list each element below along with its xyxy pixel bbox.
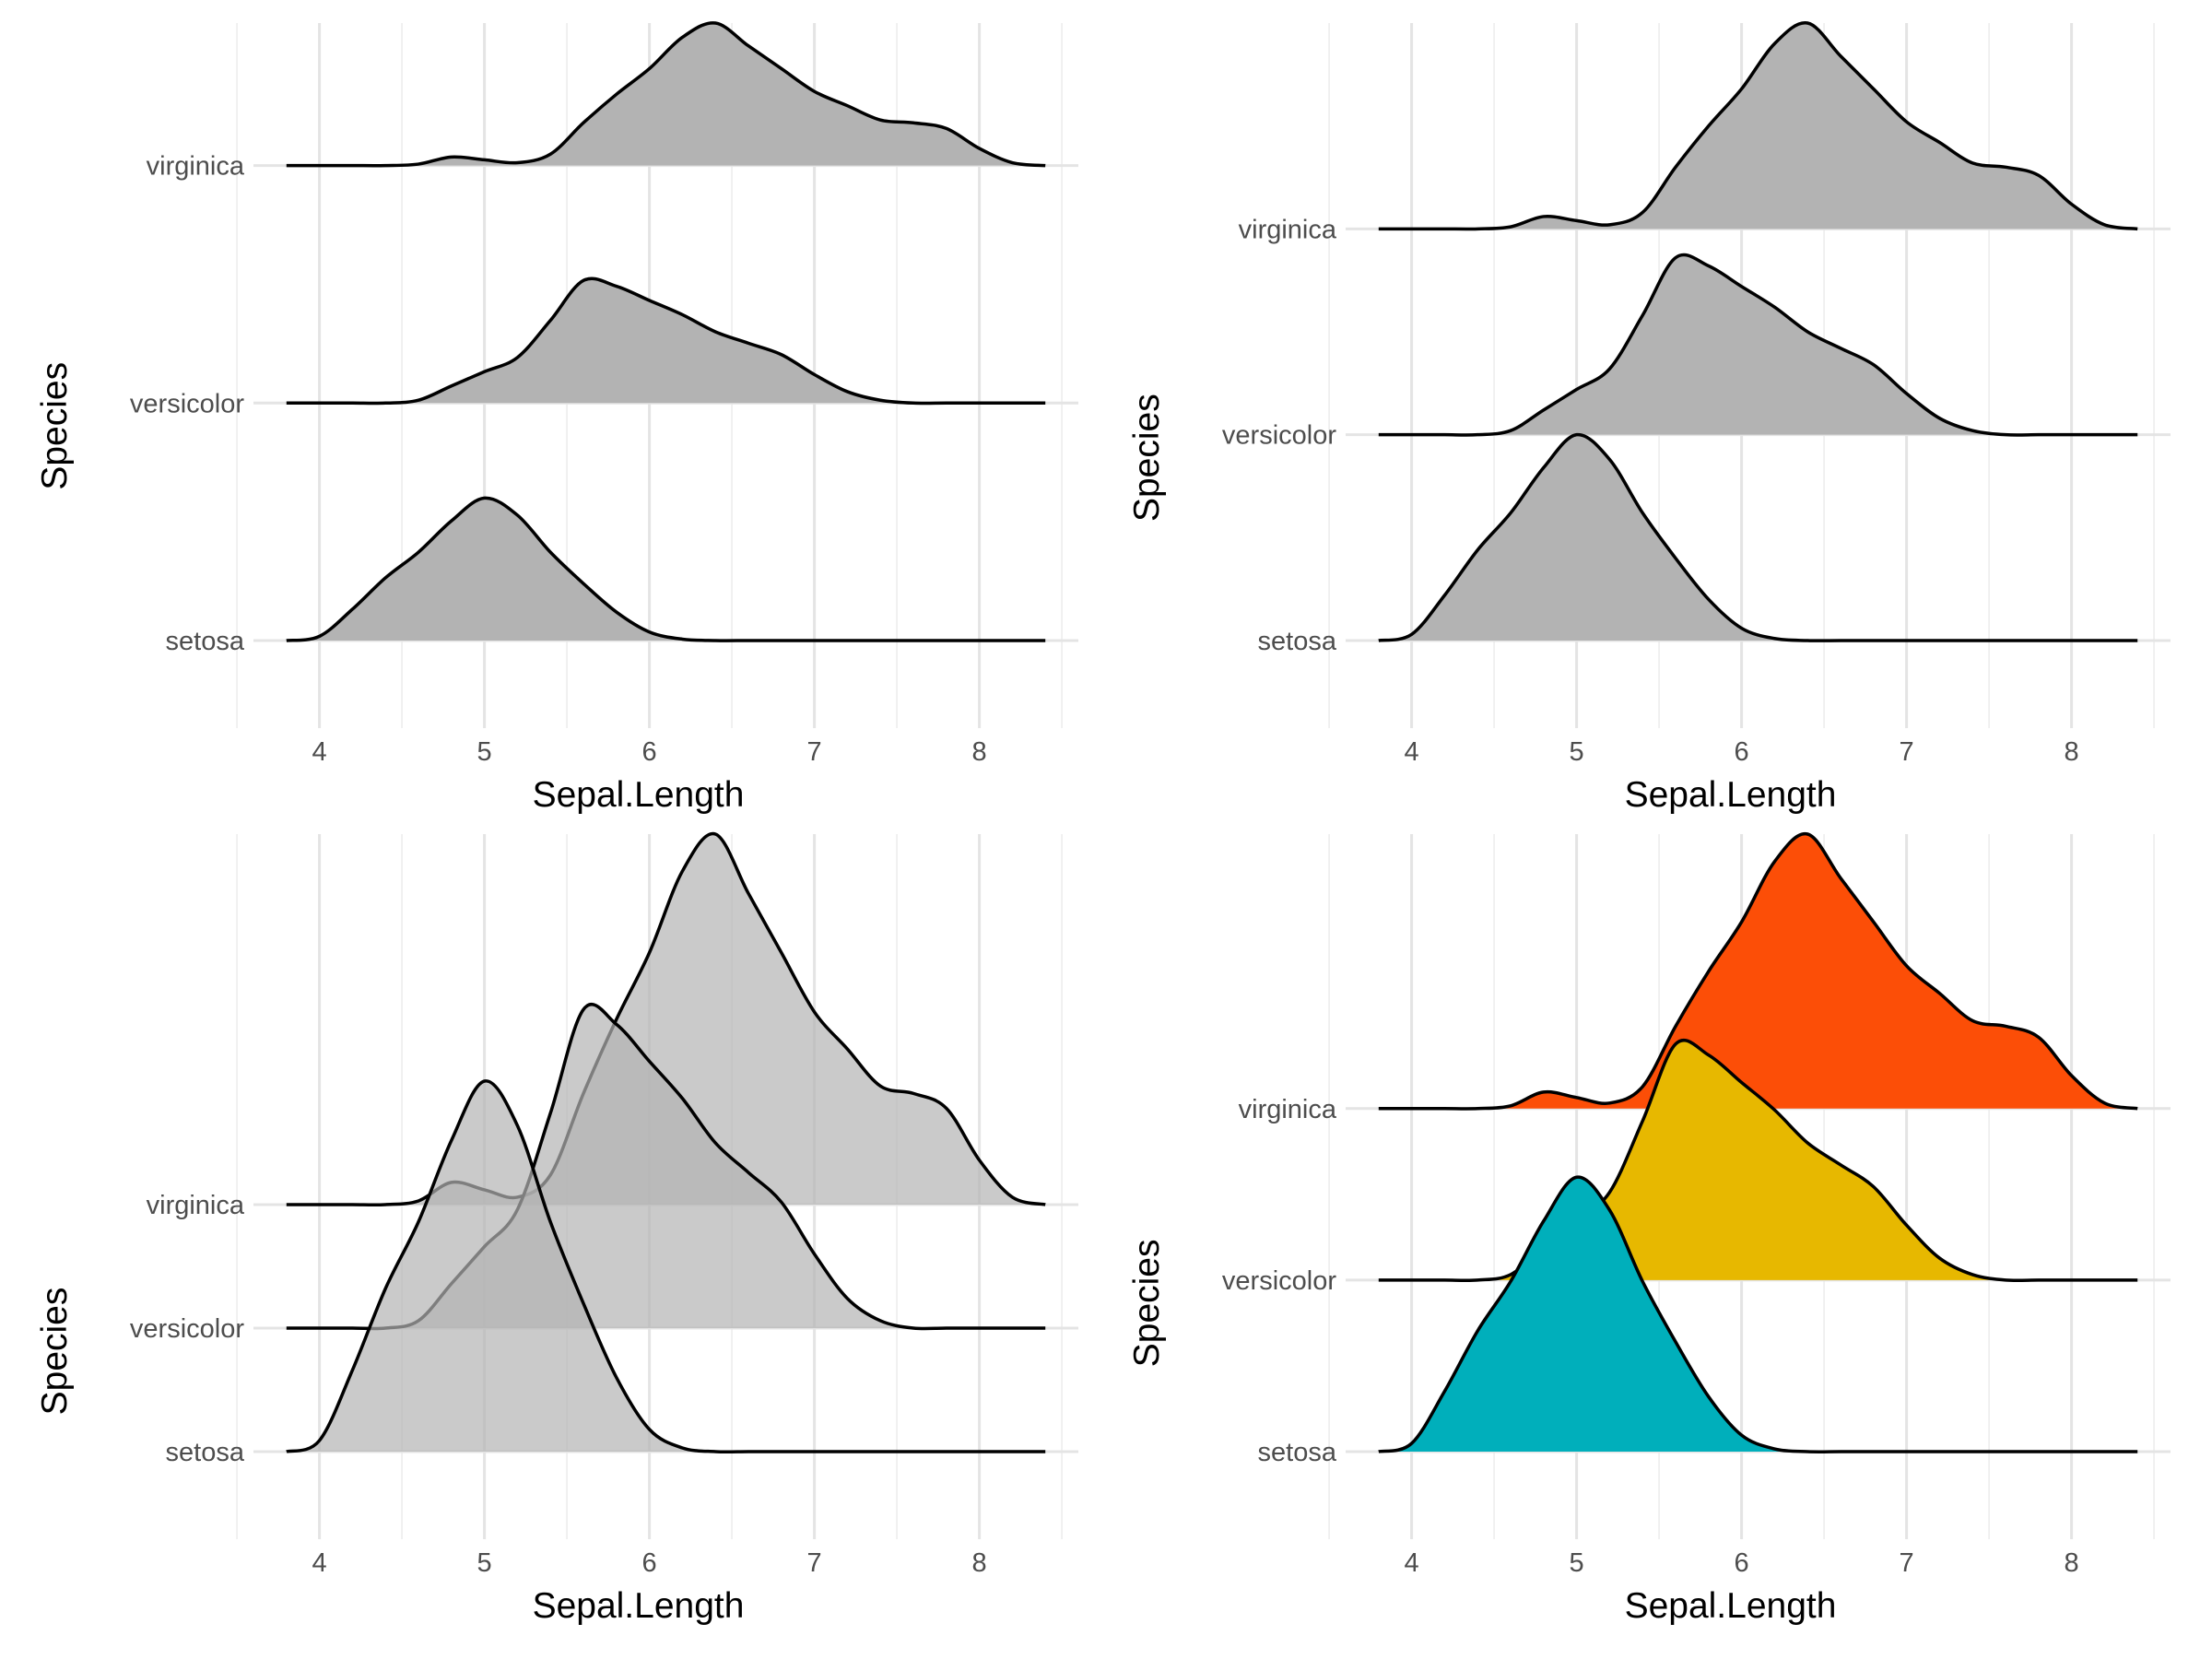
- ridge-line-setosa: [286, 496, 1046, 642]
- y-tick-label-virginica: virginica: [1239, 1095, 1337, 1124]
- ridge-line-virginica: [286, 21, 1046, 168]
- ridge-line-setosa: [286, 1079, 1046, 1454]
- x-tick-labels: 4 5 6 7 8: [1405, 1548, 2079, 1578]
- x-tick-label: 5: [1570, 1548, 1584, 1578]
- x-tick-label: 6: [1735, 1548, 1749, 1578]
- x-tick-label: 4: [312, 737, 327, 767]
- y-tick-label-setosa: setosa: [166, 1438, 245, 1467]
- ridges: [1378, 21, 2138, 642]
- x-tick-label: 5: [477, 737, 492, 767]
- y-axis-title: Species: [1127, 394, 1167, 522]
- y-tick-label-setosa: setosa: [166, 627, 245, 656]
- ridge-line-virginica: [286, 831, 1046, 1207]
- x-tick-label: 6: [642, 1548, 657, 1578]
- x-tick-label: 4: [1405, 737, 1419, 767]
- chart-panel-top-left: setosa versicolor virginica 4 5 6 7 8 Sepal.Leng…: [18, 18, 1078, 830]
- ridges: [1378, 832, 2138, 1453]
- ridge-area-versicolor: [286, 278, 1046, 404]
- ridge-line-versicolor: [286, 276, 1046, 406]
- ridge-versicolor: [286, 276, 1046, 406]
- ridgeline-chart-top-right: setosa versicolor virginica 4 5 6 7 8 Sepal.Leng…: [1127, 21, 2171, 815]
- ridge-area-setosa: [1378, 1177, 2138, 1453]
- x-tick-label: 7: [1900, 1548, 1914, 1578]
- y-tick-label-versicolor: versicolor: [130, 389, 244, 418]
- ridge-setosa: [1378, 432, 2138, 642]
- y-axis-title: Species: [35, 1288, 75, 1416]
- x-tick-label: 7: [807, 737, 822, 767]
- x-tick-label: 7: [1900, 737, 1914, 767]
- ridge-area-versicolor: [1378, 254, 2138, 435]
- y-tick-label-setosa: setosa: [1258, 627, 1337, 656]
- ridgeline-chart-top-left: setosa versicolor virginica 4 5 6 7 8 Sepal.Leng…: [35, 21, 1078, 815]
- ridge-virginica: [286, 21, 1046, 168]
- x-tick-label: 8: [972, 737, 987, 767]
- ridge-line-setosa: [1378, 432, 2138, 642]
- chart-panel-bottom-right: setosa versicolor virginica 4 5 6 7 8 Sepal.Leng…: [1111, 830, 2171, 1641]
- y-tick-label-virginica: virginica: [147, 152, 245, 182]
- y-tick-labels: setosa versicolor virginica: [1222, 215, 1337, 656]
- y-tick-label-versicolor: versicolor: [1222, 421, 1336, 451]
- x-tick-label: 5: [1570, 737, 1584, 767]
- ridge-area-setosa: [286, 498, 1046, 641]
- ridge-virginica: [1378, 832, 2138, 1111]
- ridge-line-versicolor: [1378, 253, 2138, 437]
- y-tick-label-virginica: virginica: [1239, 215, 1337, 244]
- x-tick-label: 5: [477, 1548, 492, 1578]
- x-tick-label: 8: [2065, 1548, 2079, 1578]
- ridge-area-versicolor: [286, 1004, 1046, 1329]
- y-axis-title: Species: [1127, 1240, 1167, 1368]
- y-tick-labels: setosa versicolor virginica: [130, 1191, 245, 1467]
- x-tick-label: 4: [312, 1548, 327, 1578]
- x-tick-labels: 4 5 6 7 8: [312, 1548, 987, 1578]
- x-axis-title: Sepal.Length: [1625, 775, 1837, 815]
- ridgeline-chart-bottom-left: setosa versicolor virginica 4 5 6 7 8 Sepal.Leng…: [35, 831, 1078, 1626]
- ridge-setosa: [286, 1079, 1046, 1454]
- x-axis-title: Sepal.Length: [533, 1586, 745, 1626]
- ridge-setosa: [1378, 1175, 2138, 1453]
- ridge-area-virginica: [286, 22, 1046, 166]
- y-tick-labels: setosa versicolor virginica: [1222, 1095, 1337, 1467]
- y-tick-label-virginica: virginica: [147, 1191, 245, 1220]
- ridge-area-setosa: [1378, 434, 2138, 641]
- y-tick-label-versicolor: versicolor: [1222, 1266, 1336, 1296]
- chart-panel-top-right: setosa versicolor virginica 4 5 6 7 8 Sepal.Leng…: [1111, 18, 2171, 830]
- x-tick-label: 7: [807, 1548, 822, 1578]
- y-tick-labels: setosa versicolor virginica: [130, 152, 245, 656]
- ridge-line-virginica: [1378, 21, 2138, 231]
- ridge-area-virginica: [1378, 22, 2138, 229]
- ridge-setosa: [286, 496, 1046, 642]
- ridge-area-virginica: [1378, 833, 2138, 1109]
- x-tick-label: 4: [1405, 1548, 1419, 1578]
- x-axis-title: Sepal.Length: [533, 775, 745, 815]
- x-tick-labels: 4 5 6 7 8: [312, 737, 987, 767]
- x-tick-label: 8: [2065, 737, 2079, 767]
- ridge-versicolor: [1378, 253, 2138, 437]
- y-axis-title: Species: [35, 362, 75, 490]
- ridge-line-virginica: [1378, 832, 2138, 1111]
- ridgeline-chart-bottom-right: setosa versicolor virginica 4 5 6 7 8 Sepal.Leng…: [1127, 832, 2171, 1626]
- ridge-versicolor: [1378, 1038, 2138, 1283]
- ridge-virginica: [286, 831, 1046, 1207]
- x-tick-labels: 4 5 6 7 8: [1405, 737, 2079, 767]
- x-tick-label: 8: [972, 1548, 987, 1578]
- ridge-area-setosa: [286, 1080, 1046, 1453]
- ridges: [286, 21, 1046, 642]
- x-tick-label: 6: [1735, 737, 1749, 767]
- chart-panel-bottom-left: setosa versicolor virginica 4 5 6 7 8 Sepal.Leng…: [18, 830, 1078, 1641]
- ridge-area-versicolor: [1378, 1040, 2138, 1281]
- x-tick-label: 6: [642, 737, 657, 767]
- ridge-area-virginica: [286, 833, 1046, 1206]
- ridges: [286, 831, 1046, 1454]
- y-tick-label-setosa: setosa: [1258, 1438, 1337, 1467]
- ridge-virginica: [1378, 21, 2138, 231]
- y-tick-label-versicolor: versicolor: [130, 1314, 244, 1344]
- x-axis-title: Sepal.Length: [1625, 1586, 1837, 1626]
- ridge-line-versicolor: [1378, 1038, 2138, 1283]
- ridge-line-setosa: [1378, 1175, 2138, 1453]
